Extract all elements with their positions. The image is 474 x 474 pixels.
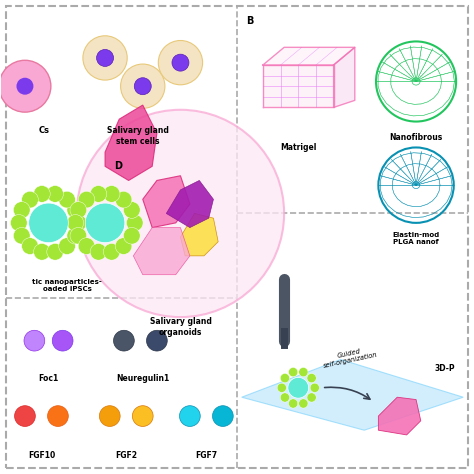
Circle shape [47, 244, 64, 260]
Circle shape [158, 40, 202, 85]
Circle shape [146, 330, 167, 351]
Polygon shape [378, 397, 421, 435]
Circle shape [289, 399, 298, 408]
Circle shape [15, 406, 36, 427]
Circle shape [180, 406, 200, 427]
Circle shape [47, 406, 68, 427]
Circle shape [100, 406, 120, 427]
Circle shape [13, 228, 30, 244]
Circle shape [24, 330, 45, 351]
Circle shape [17, 78, 34, 95]
Circle shape [114, 330, 134, 351]
Text: Elastin-mod
PLGA nanof: Elastin-mod PLGA nanof [392, 232, 440, 245]
Circle shape [103, 244, 120, 260]
Text: B: B [246, 16, 254, 26]
Circle shape [67, 228, 83, 244]
Polygon shape [133, 228, 190, 275]
Circle shape [127, 215, 143, 231]
Circle shape [124, 201, 140, 219]
Circle shape [22, 191, 38, 208]
Text: D: D [115, 161, 122, 171]
Text: FGF2: FGF2 [115, 451, 137, 460]
Circle shape [34, 186, 50, 202]
Circle shape [132, 406, 153, 427]
Circle shape [120, 64, 165, 109]
Circle shape [34, 244, 50, 260]
Circle shape [124, 228, 140, 244]
Polygon shape [263, 65, 334, 108]
Circle shape [90, 186, 107, 202]
Circle shape [77, 110, 284, 317]
Circle shape [307, 393, 316, 402]
Polygon shape [143, 176, 190, 228]
Text: Guided
self-organization: Guided self-organization [321, 345, 379, 369]
Circle shape [280, 374, 290, 383]
Circle shape [10, 215, 27, 231]
Circle shape [70, 201, 87, 219]
Circle shape [85, 203, 125, 243]
Text: FGF10: FGF10 [28, 451, 55, 460]
Circle shape [115, 238, 132, 255]
Circle shape [13, 201, 30, 219]
Polygon shape [242, 359, 463, 430]
Text: Foc1: Foc1 [38, 374, 59, 383]
Text: Neuregulin1: Neuregulin1 [116, 374, 169, 383]
Circle shape [67, 215, 84, 231]
Text: 3D-P: 3D-P [434, 365, 455, 374]
Polygon shape [105, 105, 157, 181]
Circle shape [29, 203, 68, 243]
Circle shape [47, 186, 64, 202]
Circle shape [52, 330, 73, 351]
Circle shape [70, 215, 87, 231]
Circle shape [277, 383, 286, 392]
Circle shape [90, 244, 107, 260]
Circle shape [70, 228, 87, 244]
Text: Matrigel: Matrigel [280, 143, 317, 152]
Text: FGF7: FGF7 [195, 451, 218, 460]
Text: Nanofibrous: Nanofibrous [390, 133, 443, 142]
Circle shape [310, 383, 319, 392]
Circle shape [280, 393, 290, 402]
Circle shape [307, 374, 316, 383]
Circle shape [212, 406, 233, 427]
Circle shape [59, 238, 75, 255]
Circle shape [97, 49, 114, 66]
Circle shape [67, 201, 83, 219]
Text: Salivary gland
organoids: Salivary gland organoids [149, 317, 211, 337]
Circle shape [83, 36, 127, 80]
Polygon shape [263, 47, 355, 65]
Polygon shape [334, 47, 355, 108]
Text: Cs: Cs [39, 126, 50, 135]
Circle shape [288, 377, 309, 398]
Circle shape [22, 238, 38, 255]
Circle shape [289, 367, 298, 377]
Circle shape [103, 186, 120, 202]
Text: Salivary gland
stem cells: Salivary gland stem cells [107, 126, 169, 146]
Circle shape [172, 54, 189, 71]
Circle shape [115, 191, 132, 208]
Circle shape [134, 78, 151, 95]
Circle shape [299, 399, 308, 408]
Circle shape [299, 367, 308, 377]
Polygon shape [166, 181, 213, 228]
Circle shape [0, 60, 51, 112]
Polygon shape [181, 213, 218, 256]
Circle shape [78, 191, 95, 208]
Text: tic nanoparticles-
oaded iPSCs: tic nanoparticles- oaded iPSCs [33, 279, 102, 292]
Circle shape [59, 191, 75, 208]
Circle shape [78, 238, 95, 255]
